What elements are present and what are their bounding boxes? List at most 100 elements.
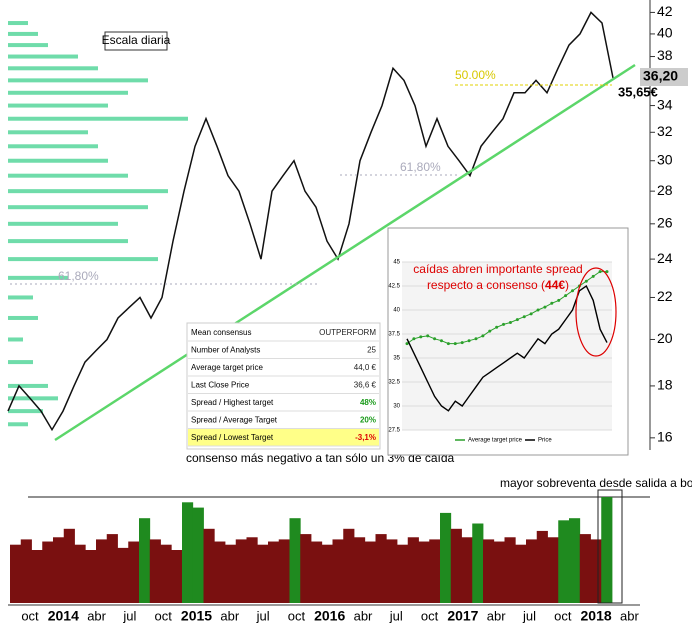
y-tick-label: 38 xyxy=(657,47,673,63)
osc-bar xyxy=(214,541,226,603)
legend-label: Average target price xyxy=(468,438,523,444)
row-highlight xyxy=(188,429,379,446)
osc-bar xyxy=(20,539,32,603)
cell-label: Average target price xyxy=(191,363,263,372)
point xyxy=(515,318,519,322)
volume-bar xyxy=(8,173,128,178)
main-chart: 1618202224262830323436384042 xyxy=(7,0,673,450)
x-tick-label: 2015 xyxy=(181,608,212,624)
y-tick-label: 40 xyxy=(657,25,673,41)
osc-bar xyxy=(182,502,194,603)
x-tick-label: oct xyxy=(421,608,439,623)
y-tick-label: 24 xyxy=(657,250,673,266)
volume-bar xyxy=(8,275,68,280)
osc-bar xyxy=(547,537,559,603)
volume-bar xyxy=(8,144,98,149)
osc-bar xyxy=(235,539,247,603)
inset-chart: 27.5 30 32.5 35 37.5 40 42.5 45 Average target p… xyxy=(387,227,629,456)
cell-value: -3,1% xyxy=(355,433,376,442)
y-tick-label: 22 xyxy=(657,288,673,304)
osc-bar xyxy=(300,534,312,603)
volume-bar xyxy=(8,383,48,388)
inset-annotation: caídas abren importante spread xyxy=(413,262,582,276)
osc-bar xyxy=(493,541,505,603)
osc-bar xyxy=(483,539,495,603)
volume-bar xyxy=(8,409,43,414)
inset-annotation: respecto a consenso (44€) xyxy=(427,278,569,292)
x-tick-label: jul xyxy=(122,608,136,623)
point xyxy=(453,342,457,346)
x-tick-label: 2018 xyxy=(581,608,612,624)
osc-bar xyxy=(289,518,301,603)
note: consenso más negativo a tan sólo un 3% d… xyxy=(186,451,455,465)
volume-bar xyxy=(8,66,98,71)
osc-bar xyxy=(203,528,215,603)
trendline xyxy=(54,63,636,442)
osc-bar xyxy=(321,544,333,603)
osc-bar xyxy=(257,544,269,603)
osc-bar xyxy=(10,544,22,603)
volume-bar xyxy=(8,103,108,108)
volume-bar xyxy=(8,21,28,26)
point xyxy=(557,298,561,302)
osc-bar xyxy=(139,518,151,603)
x-tick-label: 2016 xyxy=(314,608,345,624)
series-line xyxy=(406,284,608,412)
y-tick-label: 32 xyxy=(657,123,673,139)
point xyxy=(522,315,526,319)
point xyxy=(412,337,416,341)
point xyxy=(584,279,588,283)
osc-bar xyxy=(332,539,344,603)
volume-bar xyxy=(8,158,108,163)
osc-bar xyxy=(515,544,527,603)
x-tick-label: 2014 xyxy=(48,608,79,624)
y-tick-label: 30 xyxy=(393,404,400,410)
osc-bar xyxy=(268,541,280,603)
osc-bar xyxy=(311,541,323,603)
cell-value: 25 xyxy=(367,346,376,355)
highlight-box xyxy=(597,489,623,604)
volume-bar xyxy=(8,90,128,95)
volume-bar xyxy=(8,396,58,401)
point xyxy=(405,342,409,346)
volume-bar xyxy=(8,43,48,48)
point xyxy=(446,342,450,346)
osc-bar xyxy=(192,507,204,603)
cell-value: 20% xyxy=(360,416,376,425)
osc-bar xyxy=(569,518,581,603)
point xyxy=(467,339,471,343)
y-tick-label: 30 xyxy=(657,151,673,167)
y-tick-label: 16 xyxy=(657,429,673,445)
point xyxy=(495,325,499,329)
y-tick-label: 32.5 xyxy=(388,380,400,386)
x-tick-label: oct xyxy=(554,608,572,623)
y-tick-label: 18 xyxy=(657,377,673,393)
y-tick-label: 45 xyxy=(393,260,400,266)
cell-label: Number of Analysts xyxy=(191,346,260,355)
point xyxy=(426,334,430,338)
fib-label: 50.00% xyxy=(455,68,496,82)
osc-bar xyxy=(160,544,172,603)
annotation-part: ) xyxy=(565,278,569,292)
point xyxy=(598,270,602,274)
x-tick-label: jul xyxy=(389,608,403,623)
annotation-part: respecto a consenso ( xyxy=(427,278,545,292)
osc-bar xyxy=(558,520,570,603)
osc-bar xyxy=(601,497,613,603)
point xyxy=(536,308,540,312)
osc-bar xyxy=(450,528,462,603)
point xyxy=(460,341,464,345)
osc-bar xyxy=(171,550,183,603)
volume-bar xyxy=(8,116,188,121)
point xyxy=(605,270,609,274)
price-line xyxy=(7,11,614,432)
x-tick-label: oct xyxy=(21,608,39,623)
y-tick-label: 42.5 xyxy=(388,284,400,290)
support-label: 35,65€ xyxy=(618,84,658,99)
y-tick-label: 34 xyxy=(657,96,673,112)
consensus-table: Mean consensus OUTPERFORM Number of Analys… xyxy=(186,322,381,450)
osc-bar xyxy=(225,544,237,603)
point xyxy=(439,339,443,343)
cell-value: 36,6 € xyxy=(354,381,377,390)
osc-bar xyxy=(440,512,452,603)
